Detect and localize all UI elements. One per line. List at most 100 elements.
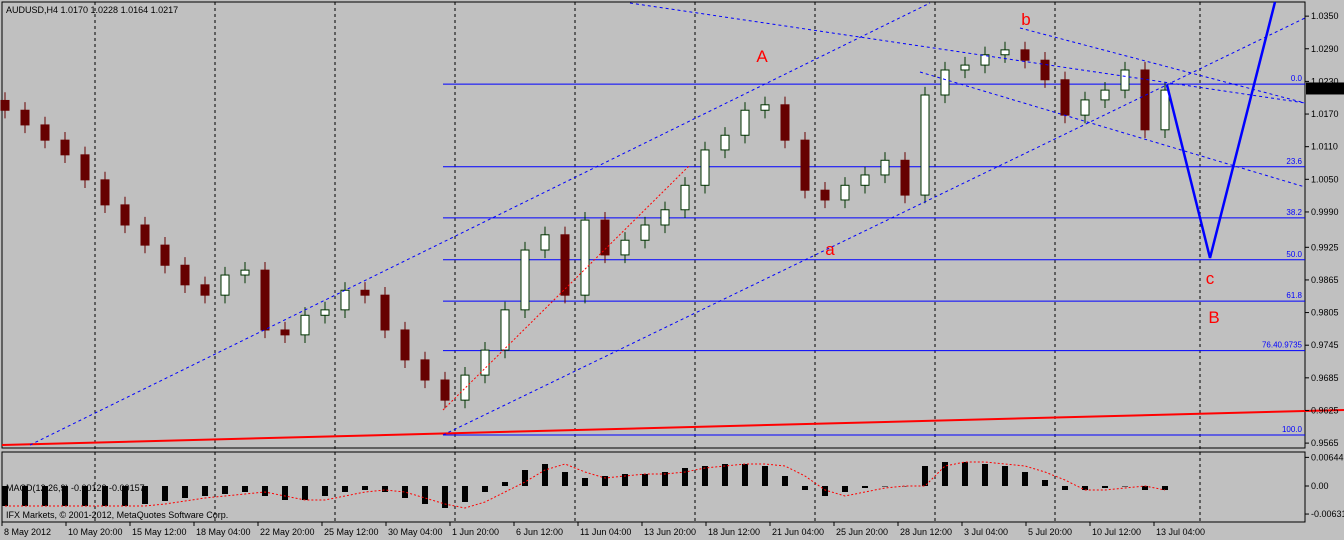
- candle-body: [360, 289, 370, 296]
- candle-body: [540, 234, 550, 251]
- candle-body: [940, 69, 950, 96]
- y-tick-label: 0.9625: [1311, 405, 1339, 415]
- x-tick-label: 10 May 20:00: [68, 527, 123, 537]
- axes: 1.0350 1.0290 1.0230 1.0170 1.0110 1.0050 0.99…: [1, 11, 1344, 537]
- fib-label: 23.6: [1286, 157, 1302, 166]
- x-tick-label: 13 Jul 04:00: [1156, 527, 1205, 537]
- macd-bar: [922, 466, 928, 486]
- wave-label: a: [825, 240, 835, 259]
- macd-bar: [1042, 480, 1048, 486]
- x-tick-label: 30 May 04:00: [388, 527, 443, 537]
- macd-bar: [442, 486, 448, 508]
- macd-bar: [22, 486, 28, 506]
- candle-body: [620, 239, 630, 256]
- main-panel: [1, 1, 1306, 449]
- candle-body: [1100, 89, 1110, 101]
- macd-bar: [622, 474, 628, 486]
- candle-body: [180, 264, 190, 286]
- macd-bar: [602, 476, 608, 486]
- candle-body: [460, 374, 470, 401]
- candle-body: [80, 154, 90, 181]
- macd-bar: [262, 486, 268, 496]
- macd-bar: [982, 464, 988, 486]
- macd-bar: [1102, 486, 1108, 488]
- candle-body: [340, 289, 350, 311]
- macd-bar: [222, 486, 228, 494]
- macd-bar: [1142, 486, 1148, 490]
- y-tick-label: 1.0050: [1311, 174, 1339, 184]
- x-tick-label: 8 May 2012: [4, 527, 51, 537]
- candle-body: [440, 379, 450, 401]
- current-price-label: 1.0217: [1310, 83, 1338, 93]
- fib-label: 50.0: [1286, 250, 1302, 259]
- wave-label: b: [1021, 10, 1030, 29]
- macd-title: MACD(12,26,9) -0.00123 -0.00157: [6, 483, 145, 493]
- macd-bar: [962, 462, 968, 486]
- y-tick-label: 1.0230: [1311, 76, 1339, 86]
- y-tick-label: 0.9565: [1311, 438, 1339, 448]
- candle-body: [260, 269, 270, 331]
- macd-bar: [722, 464, 728, 486]
- candle-body: [420, 359, 430, 381]
- macd-bar: [162, 486, 168, 502]
- x-tick-label: 11 Jun 04:00: [580, 527, 631, 537]
- candle-body: [400, 329, 410, 361]
- fib-label: 61.8: [1286, 291, 1302, 300]
- candle-body: [520, 249, 530, 311]
- macd-bar: [1082, 486, 1088, 490]
- macd-bar: [1162, 486, 1168, 490]
- x-tick-label: 1 Jun 20:00: [452, 527, 499, 537]
- candle-body: [600, 219, 610, 256]
- candle-body: [1160, 89, 1170, 131]
- macd-tick-label: 0.00: [1311, 481, 1329, 491]
- x-tick-label: 13 Jun 20:00: [644, 527, 696, 537]
- wave-label: A: [756, 47, 768, 66]
- candle-body: [220, 274, 230, 296]
- y-tick-label: 0.9925: [1311, 242, 1339, 252]
- candle-body: [0, 99, 10, 111]
- macd-bar: [862, 486, 868, 488]
- macd-bar: [642, 474, 648, 486]
- candle-body: [760, 104, 770, 111]
- candle-body: [380, 294, 390, 331]
- candle-body: [840, 184, 850, 201]
- macd-bar: [302, 486, 308, 500]
- macd-bar: [582, 478, 588, 486]
- candle-body: [480, 349, 490, 376]
- macd-bar: [122, 486, 128, 506]
- candle-body: [860, 174, 870, 186]
- macd-bar: [902, 486, 908, 487]
- macd-bar: [322, 486, 328, 496]
- chart-title: AUDUSD,H4 1.0170 1.0228 1.0164 1.0217: [6, 5, 178, 15]
- candle-body: [740, 109, 750, 136]
- macd-bar: [1022, 472, 1028, 486]
- candle-body: [560, 234, 570, 296]
- candle-body: [980, 54, 990, 66]
- macd-bar: [562, 472, 568, 486]
- candle-body: [820, 189, 830, 201]
- candle-body: [320, 309, 330, 316]
- candle-body: [900, 159, 910, 196]
- macd-tick-label: -0.00631: [1311, 509, 1344, 519]
- candle-body: [280, 329, 290, 336]
- x-tick-label: 28 Jun 12:00: [900, 527, 952, 537]
- macd-bar: [102, 486, 108, 506]
- macd-bar: [662, 472, 668, 486]
- candle-body: [960, 64, 970, 71]
- y-tick-label: 1.0110: [1311, 142, 1338, 152]
- macd-bar: [1002, 466, 1008, 486]
- x-tick-label: 18 Jun 12:00: [708, 527, 760, 537]
- candle-body: [1000, 49, 1010, 56]
- wave-label: B: [1208, 308, 1219, 327]
- x-tick-label: 5 Jul 20:00: [1028, 527, 1072, 537]
- macd-bar: [82, 486, 88, 506]
- candle-body: [580, 219, 590, 296]
- x-tick-label: 6 Jun 12:00: [516, 527, 563, 537]
- current-price-box: [1306, 82, 1344, 95]
- x-tick-label: 10 Jul 12:00: [1092, 527, 1141, 537]
- candle-body: [680, 184, 690, 211]
- macd-bar: [822, 486, 828, 496]
- copyright: IFX Markets, © 2001-2012, MetaQuotes Sof…: [6, 510, 228, 520]
